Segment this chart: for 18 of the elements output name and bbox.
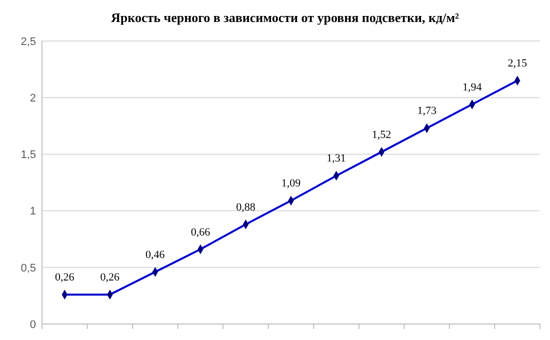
y-tick-label: 2 bbox=[30, 92, 36, 104]
data-label: 0,26 bbox=[100, 272, 120, 284]
data-label: 1,09 bbox=[281, 178, 302, 190]
data-label: 0,46 bbox=[146, 248, 166, 261]
data-label: 2,15 bbox=[508, 58, 528, 70]
y-tick-label: 1 bbox=[30, 206, 36, 218]
data-label: 1,31 bbox=[326, 152, 346, 165]
y-tick-label: 1,5 bbox=[20, 149, 36, 162]
data-label: 0,26 bbox=[55, 272, 75, 284]
chart-title: Яркость черного в зависимости от уровня подсветки, кд/м² bbox=[111, 10, 460, 25]
y-tick-label: 2,5 bbox=[20, 36, 36, 48]
data-label: 1,94 bbox=[462, 81, 482, 94]
data-label: 0,88 bbox=[236, 201, 256, 214]
data-label: 0,66 bbox=[190, 226, 211, 238]
data-label: 1,52 bbox=[372, 128, 392, 141]
y-tick-label: 0,5 bbox=[20, 262, 36, 274]
data-label: 1,73 bbox=[417, 105, 437, 118]
y-tick-label: 0 bbox=[30, 318, 36, 331]
